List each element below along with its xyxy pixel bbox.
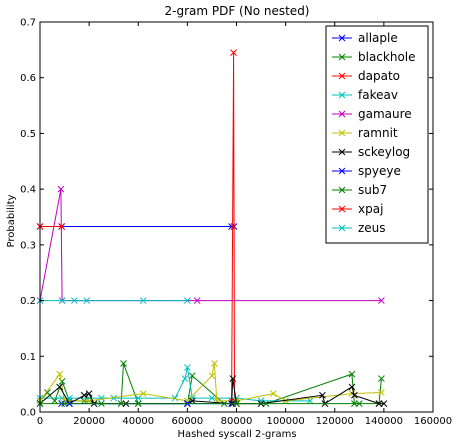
legend-label: sckeylog xyxy=(358,145,410,159)
x-tick-label: 40000 xyxy=(122,416,154,427)
legend-label: xpaj xyxy=(358,202,383,216)
legend-label: dapato xyxy=(358,69,400,83)
legend-label: allaple xyxy=(358,31,398,45)
x-tick-label: 120000 xyxy=(316,416,354,427)
y-tick-label: 0.3 xyxy=(20,240,36,251)
x-tick-label: 60000 xyxy=(171,416,203,427)
y-tick-label: 0.5 xyxy=(20,129,36,140)
x-tick-label: 160000 xyxy=(414,416,452,427)
x-tick-label: 140000 xyxy=(365,416,403,427)
legend-label: blackhole xyxy=(358,50,416,64)
y-tick-label: 0.0 xyxy=(20,408,36,419)
legend-label: zeus xyxy=(358,221,386,235)
chart-title: 2-gram PDF (No nested) xyxy=(164,4,309,18)
y-tick-label: 0.6 xyxy=(20,73,36,84)
x-tick-label: 100000 xyxy=(267,416,305,427)
legend-label: fakeav xyxy=(358,88,398,102)
x-tick-label: 0 xyxy=(37,416,43,427)
legend-label: ramnit xyxy=(358,126,398,140)
legend-label: sub7 xyxy=(358,183,387,197)
y-tick-label: 0.2 xyxy=(20,296,36,307)
y-axis-label: Probability xyxy=(6,194,17,247)
x-tick-label: 20000 xyxy=(73,416,105,427)
y-tick-label: 0.4 xyxy=(20,185,36,196)
y-tick-label: 0.7 xyxy=(20,18,36,29)
legend: allaple blackhole dapato fakeav gamaure ramni… xyxy=(326,26,428,243)
x-axis-label: Hashed syscall 2-grams xyxy=(177,429,296,440)
y-tick-label: 0.1 xyxy=(20,352,36,363)
legend-label: gamaure xyxy=(358,107,412,121)
legend-label: spyeye xyxy=(358,164,401,178)
x-tick-label: 80000 xyxy=(221,416,253,427)
